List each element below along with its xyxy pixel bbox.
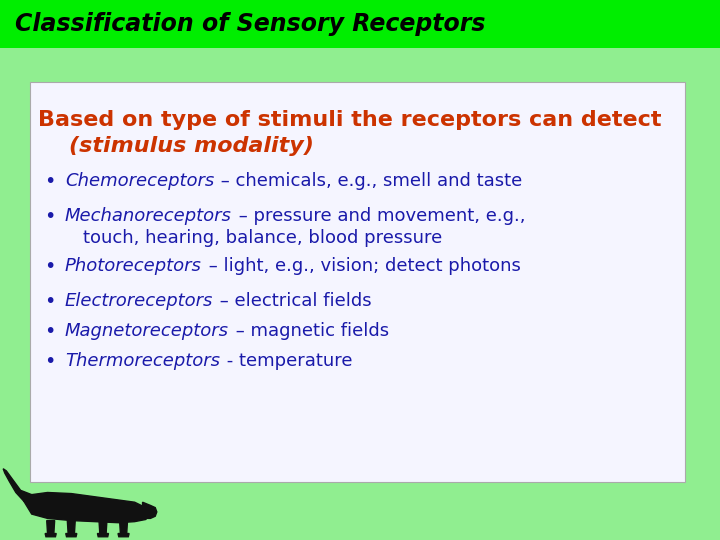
Text: – chemicals, e.g., smell and taste: – chemicals, e.g., smell and taste — [215, 172, 523, 190]
Polygon shape — [99, 521, 107, 534]
Text: •: • — [44, 292, 55, 311]
Text: (stimulus modality): (stimulus modality) — [38, 136, 314, 156]
Text: Chemoreceptors: Chemoreceptors — [65, 172, 215, 190]
Text: Photoreceptors: Photoreceptors — [65, 257, 202, 275]
Polygon shape — [68, 521, 76, 534]
FancyBboxPatch shape — [30, 82, 685, 482]
Text: touch, hearing, balance, blood pressure: touch, hearing, balance, blood pressure — [83, 229, 442, 247]
Text: Thermoreceptors: Thermoreceptors — [65, 352, 220, 370]
Text: •: • — [44, 322, 55, 341]
Text: •: • — [44, 172, 55, 191]
Text: Magnetoreceptors: Magnetoreceptors — [65, 322, 229, 340]
Polygon shape — [24, 492, 150, 523]
Text: Classification of Sensory Receptors: Classification of Sensory Receptors — [15, 12, 485, 36]
Text: •: • — [44, 352, 55, 371]
Text: Based on type of stimuli the receptors can detect: Based on type of stimuli the receptors c… — [38, 110, 662, 130]
Polygon shape — [143, 502, 157, 518]
Text: Mechanoreceptors: Mechanoreceptors — [65, 207, 232, 225]
FancyBboxPatch shape — [0, 0, 720, 48]
Polygon shape — [66, 534, 77, 537]
Text: – light, e.g., vision; detect photons: – light, e.g., vision; detect photons — [203, 257, 521, 275]
Text: •: • — [44, 207, 55, 226]
Polygon shape — [97, 534, 109, 537]
Text: – pressure and movement, e.g.,: – pressure and movement, e.g., — [233, 207, 526, 225]
Text: – electrical fields: – electrical fields — [215, 292, 372, 310]
Polygon shape — [3, 469, 32, 501]
Polygon shape — [47, 521, 55, 534]
Text: Electroreceptors: Electroreceptors — [65, 292, 213, 310]
Polygon shape — [120, 521, 127, 534]
Text: - temperature: - temperature — [221, 352, 353, 370]
Polygon shape — [118, 534, 129, 537]
Polygon shape — [45, 534, 56, 537]
Text: – magnetic fields: – magnetic fields — [230, 322, 389, 340]
Text: •: • — [44, 257, 55, 276]
